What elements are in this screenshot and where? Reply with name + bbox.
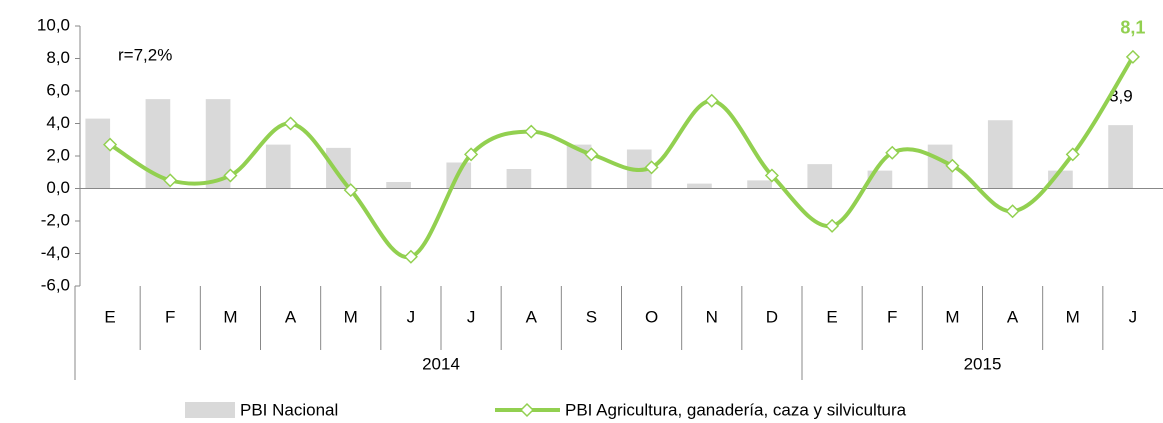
legend-swatch — [185, 402, 235, 418]
line-marker — [1065, 147, 1080, 162]
group-label: 2015 — [964, 354, 1002, 373]
line-marker — [945, 158, 960, 173]
x-tick-label: M — [344, 307, 358, 326]
line — [109, 55, 1135, 260]
x-tick-label: M — [223, 307, 237, 326]
x-tick-label: O — [645, 307, 658, 326]
line-marker — [103, 137, 118, 152]
x-tick-label: J — [467, 307, 476, 326]
y-tick-label: -4,0 — [41, 243, 70, 262]
legend-swatch — [519, 402, 535, 418]
bar — [386, 182, 411, 189]
x-tick-label: M — [1066, 307, 1080, 326]
y-tick-label: 2,0 — [46, 145, 70, 164]
x-tick-label: N — [706, 307, 718, 326]
line-marker — [704, 93, 719, 108]
bar — [265, 144, 291, 189]
x-tick-label: D — [766, 307, 778, 326]
bar — [326, 147, 351, 189]
x-tick-label: E — [104, 307, 115, 326]
line-marker — [1005, 204, 1020, 219]
line-marker — [764, 168, 779, 183]
x-tick-label: S — [586, 307, 597, 326]
y-tick-label: 6,0 — [46, 80, 70, 99]
legend-label: PBI Agricultura, ganadería, caza y silvi… — [565, 400, 907, 419]
line-marker — [163, 173, 178, 188]
y-tick-label: -2,0 — [41, 210, 70, 229]
bar — [687, 183, 712, 189]
line-marker — [885, 145, 900, 160]
x-tick-label: F — [165, 307, 175, 326]
legend-label: PBI Nacional — [240, 400, 338, 419]
line-marker — [343, 183, 358, 198]
x-tick-label: M — [945, 307, 959, 326]
x-tick-label: A — [526, 307, 538, 326]
line-marker — [464, 147, 479, 162]
line-marker — [524, 124, 539, 139]
line-marker — [584, 147, 599, 162]
line-marker — [403, 249, 418, 264]
x-tick-label: A — [285, 307, 297, 326]
y-tick-label: 4,0 — [46, 113, 70, 132]
bar — [807, 164, 833, 189]
line-marker — [644, 160, 659, 175]
bar — [1108, 125, 1133, 189]
bar — [85, 118, 111, 189]
line-marker — [1125, 49, 1140, 64]
bar — [747, 180, 772, 189]
x-tick-label: F — [887, 307, 897, 326]
line-marker — [223, 168, 238, 183]
x-tick-label: A — [1007, 307, 1019, 326]
x-tick-label: E — [826, 307, 837, 326]
bar — [506, 169, 532, 189]
x-tick-label: J — [407, 307, 416, 326]
line-value-label: 8,1 — [1120, 18, 1145, 38]
line-marker — [283, 116, 298, 131]
y-tick-label: -6,0 — [41, 275, 70, 294]
y-tick-label: 8,0 — [46, 48, 70, 67]
y-tick-label: 0,0 — [46, 178, 70, 197]
bar — [987, 120, 1013, 189]
y-tick-label: 10,0 — [37, 15, 70, 34]
x-tick-label: J — [1129, 307, 1138, 326]
group-label: 2014 — [422, 354, 460, 373]
line-marker — [825, 218, 840, 233]
annotation: r=7,2% — [118, 45, 172, 64]
